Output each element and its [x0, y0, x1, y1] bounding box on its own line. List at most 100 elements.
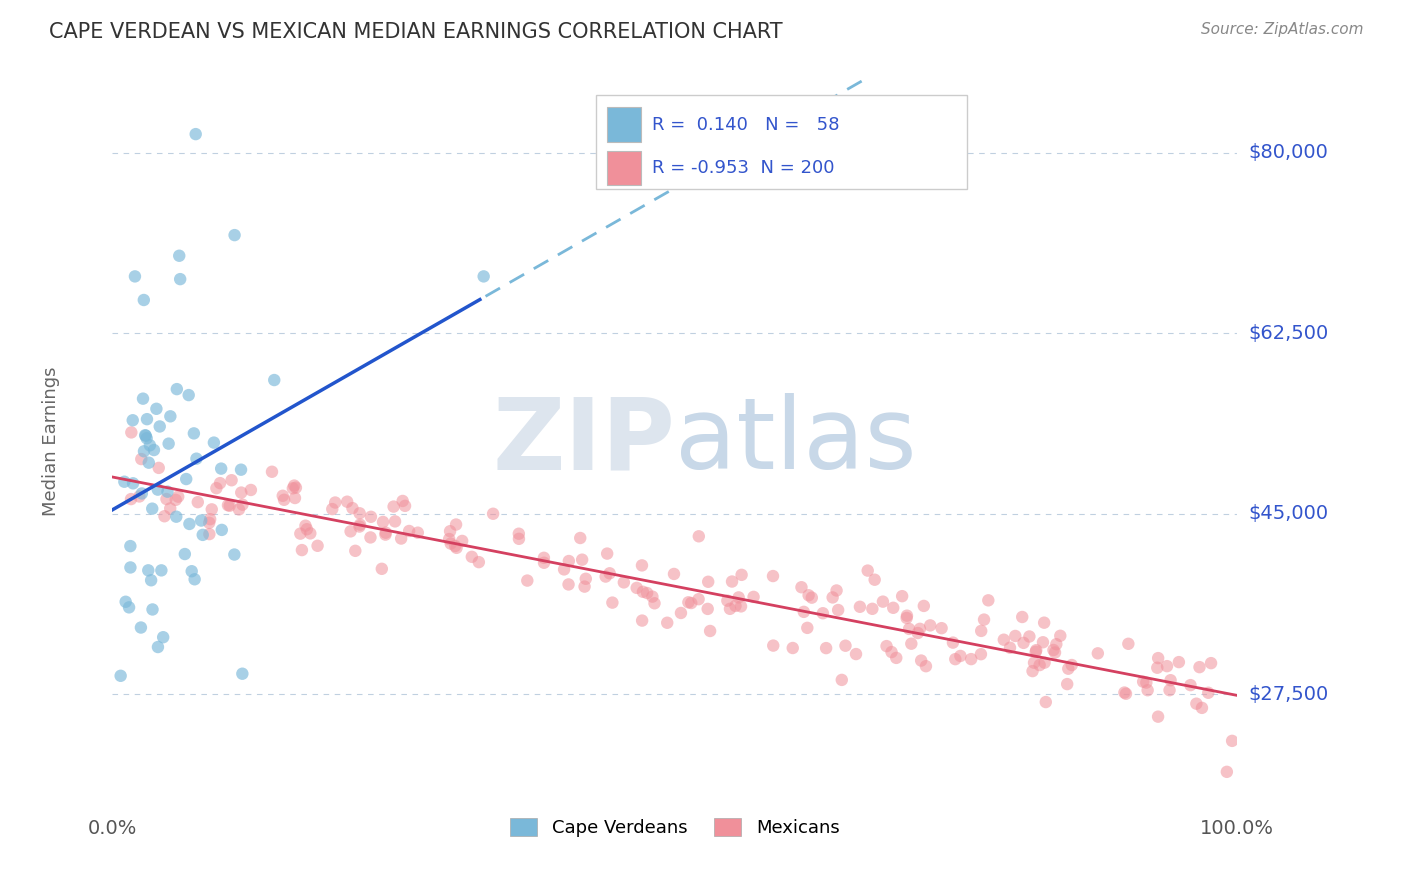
- Mexicans: [284, 491, 307, 505]
- Mexicans: [1043, 646, 1066, 660]
- Mexicans: [831, 673, 853, 687]
- Mexicans: [860, 602, 883, 616]
- Mexicans: [796, 621, 818, 635]
- Mexicans: [218, 499, 240, 513]
- Mexicans: [1115, 687, 1137, 701]
- Mexicans: [800, 591, 823, 605]
- Mexicans: [762, 639, 785, 653]
- Mexicans: [872, 594, 894, 608]
- Mexicans: [271, 489, 294, 503]
- Mexicans: [273, 492, 295, 507]
- Mexicans: [678, 595, 700, 609]
- Mexicans: [896, 611, 918, 625]
- Cape Verdeans: [131, 486, 153, 500]
- Text: $80,000: $80,000: [1249, 143, 1329, 162]
- Mexicans: [688, 592, 710, 607]
- Mexicans: [1011, 610, 1033, 624]
- Cape Verdeans: [472, 269, 495, 284]
- Mexicans: [231, 498, 253, 512]
- Bar: [607, 107, 641, 142]
- Mexicans: [1018, 630, 1040, 644]
- Mexicans: [205, 481, 228, 495]
- Mexicans: [508, 526, 530, 541]
- Mexicans: [876, 639, 898, 653]
- Cape Verdeans: [231, 666, 253, 681]
- Mexicans: [569, 531, 592, 545]
- Mexicans: [681, 596, 703, 610]
- Mexicans: [384, 515, 406, 529]
- Mexicans: [1197, 686, 1219, 700]
- Mexicans: [1146, 661, 1168, 675]
- Mexicans: [845, 647, 868, 661]
- Mexicans: [931, 621, 953, 635]
- Cape Verdeans: [150, 563, 173, 577]
- Mexicans: [908, 622, 931, 636]
- Cape Verdeans: [152, 630, 174, 644]
- Mexicans: [371, 515, 394, 529]
- Mexicans: [595, 569, 617, 583]
- Mexicans: [260, 465, 283, 479]
- Cape Verdeans: [122, 476, 145, 491]
- Cape Verdeans: [156, 484, 179, 499]
- Mexicans: [912, 599, 935, 613]
- Cape Verdeans: [112, 475, 135, 489]
- Mexicans: [882, 600, 904, 615]
- Mexicans: [374, 525, 396, 540]
- Mexicans: [644, 596, 666, 610]
- Mexicans: [128, 490, 150, 504]
- Mexicans: [281, 481, 304, 495]
- Text: CAPE VERDEAN VS MEXICAN MEDIAN EARNINGS CORRELATION CHART: CAPE VERDEAN VS MEXICAN MEDIAN EARNINGS …: [49, 22, 783, 42]
- Cape Verdeans: [134, 428, 156, 442]
- Mexicans: [657, 615, 679, 630]
- Mexicans: [461, 549, 484, 564]
- Mexicans: [884, 651, 907, 665]
- Mexicans: [782, 640, 804, 655]
- Mexicans: [574, 580, 596, 594]
- Cape Verdeans: [159, 409, 181, 424]
- Mexicans: [602, 596, 624, 610]
- Mexicans: [394, 499, 416, 513]
- Mexicans: [1060, 658, 1083, 673]
- Mexicans: [790, 580, 813, 594]
- Mexicans: [718, 602, 741, 616]
- Mexicans: [558, 554, 581, 568]
- Mexicans: [943, 652, 966, 666]
- Mexicans: [596, 547, 619, 561]
- Mexicans: [446, 541, 468, 555]
- Cape Verdeans: [229, 463, 252, 477]
- Cape Verdeans: [180, 564, 202, 578]
- Mexicans: [942, 635, 965, 649]
- Text: atlas: atlas: [675, 393, 917, 490]
- Text: R =  0.140   N =   58: R = 0.140 N = 58: [652, 116, 839, 134]
- Cape Verdeans: [146, 640, 169, 654]
- Mexicans: [167, 490, 190, 504]
- Mexicans: [1188, 660, 1211, 674]
- Mexicans: [1156, 659, 1178, 673]
- Mexicans: [1167, 655, 1189, 669]
- Mexicans: [153, 509, 176, 524]
- Mexicans: [360, 509, 382, 524]
- Cape Verdeans: [190, 514, 212, 528]
- Mexicans: [730, 567, 752, 582]
- Cape Verdeans: [129, 621, 152, 635]
- Mexicans: [699, 624, 721, 638]
- Text: $45,000: $45,000: [1249, 504, 1329, 524]
- Mexicans: [336, 494, 359, 508]
- Mexicans: [724, 599, 747, 613]
- Mexicans: [290, 526, 312, 541]
- Mexicans: [187, 495, 209, 509]
- Mexicans: [631, 614, 654, 628]
- Mexicans: [727, 591, 749, 605]
- Mexicans: [797, 588, 820, 602]
- Mexicans: [571, 552, 593, 566]
- Cape Verdeans: [174, 472, 197, 486]
- Mexicans: [391, 494, 413, 508]
- Cape Verdeans: [166, 382, 188, 396]
- Mexicans: [553, 562, 575, 576]
- Mexicans: [349, 517, 371, 532]
- Cape Verdeans: [136, 412, 159, 426]
- Cape Verdeans: [132, 392, 155, 406]
- Cape Verdeans: [146, 483, 169, 497]
- Mexicans: [900, 637, 922, 651]
- Mexicans: [613, 575, 636, 590]
